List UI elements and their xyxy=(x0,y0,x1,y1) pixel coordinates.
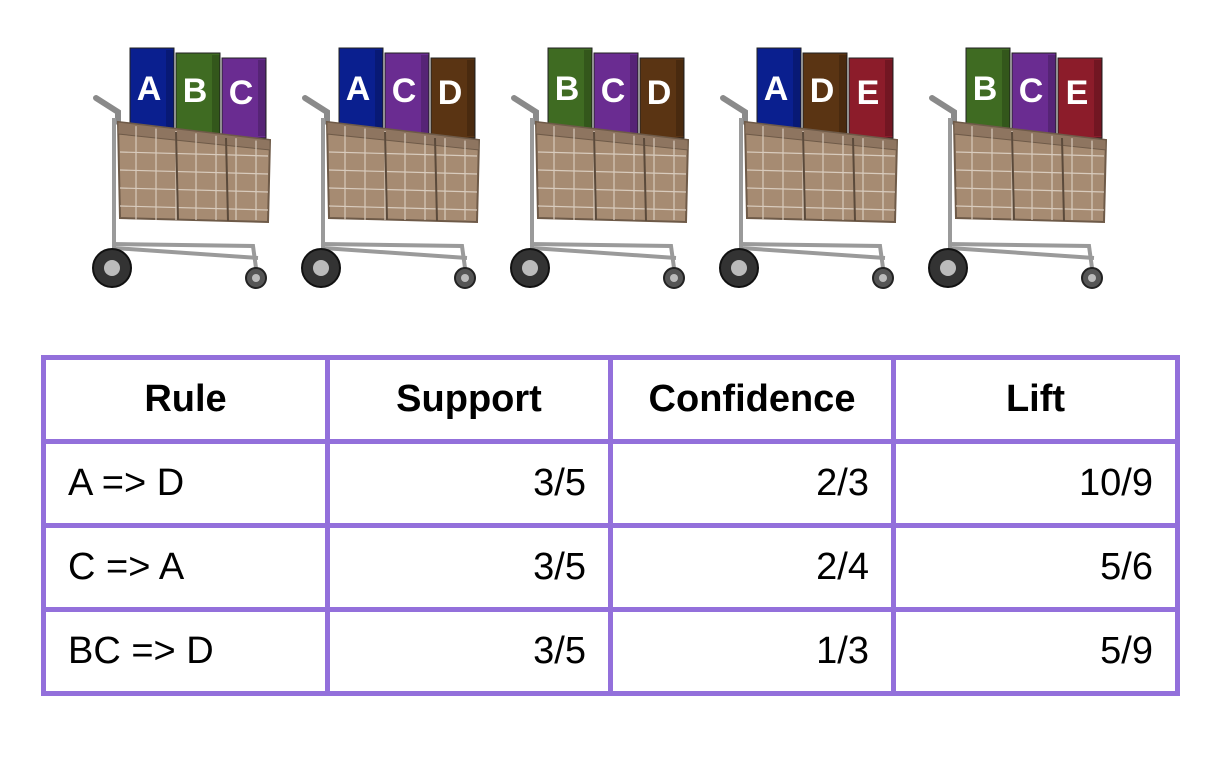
product-box-d: D xyxy=(802,52,848,139)
product-box-c: C xyxy=(384,52,430,139)
confidence-cell: 1/3 xyxy=(608,607,896,696)
cart-wheel xyxy=(719,248,759,288)
product-box-a: A xyxy=(338,47,384,139)
product-box-c: C xyxy=(593,52,639,139)
product-box-e: E xyxy=(848,57,894,139)
product-letter: B xyxy=(973,70,998,108)
product-letter: E xyxy=(1066,74,1089,112)
product-letter: D xyxy=(810,72,835,110)
header-support: Support xyxy=(325,355,613,444)
product-letter: D xyxy=(647,74,672,112)
lift-cell: 10/9 xyxy=(891,439,1180,528)
cart-wheel xyxy=(928,248,968,288)
product-letter: D xyxy=(438,74,463,112)
product-letter: C xyxy=(392,72,417,110)
confidence-cell: 2/4 xyxy=(608,523,896,612)
product-box-c: C xyxy=(1011,52,1057,139)
product-letter: C xyxy=(229,74,254,112)
lift-cell: 5/9 xyxy=(891,607,1180,696)
product-box-d: D xyxy=(639,57,685,139)
rule-cell: BC => D xyxy=(41,607,330,696)
cart-basket xyxy=(116,120,272,224)
header-rule: Rule xyxy=(41,355,330,444)
rule-cell: C => A xyxy=(41,523,330,612)
cart-wheel xyxy=(454,267,476,289)
product-letter: A xyxy=(346,70,371,108)
product-letter: C xyxy=(601,72,626,110)
support-cell: 3/5 xyxy=(325,523,613,612)
product-box-c: C xyxy=(221,57,267,139)
support-cell: 3/5 xyxy=(325,607,613,696)
cart-wheel xyxy=(663,267,685,289)
cart-wheel xyxy=(92,248,132,288)
product-letter: B xyxy=(555,70,580,108)
product-letter: C xyxy=(1019,72,1044,110)
table-row: A => D 3/5 2/3 10/9 xyxy=(41,439,1180,528)
product-box-a: A xyxy=(756,47,802,139)
product-box-a: A xyxy=(129,47,175,139)
product-box-b: B xyxy=(175,52,221,139)
product-letter: B xyxy=(183,72,208,110)
header-confidence: Confidence xyxy=(608,355,896,444)
product-box-e: E xyxy=(1057,57,1103,139)
cart-wheel xyxy=(510,248,550,288)
product-letter: A xyxy=(137,70,162,108)
cart-wheel xyxy=(301,248,341,288)
cart-basket xyxy=(534,120,690,224)
cart-basket xyxy=(325,120,481,224)
table-header-row: Rule Support Confidence Lift xyxy=(41,355,1180,444)
header-lift: Lift xyxy=(891,355,1180,444)
support-cell: 3/5 xyxy=(325,439,613,528)
product-letter: E xyxy=(857,74,880,112)
table-row: C => A 3/5 2/4 5/6 xyxy=(41,523,1180,612)
association-rules-table: Rule Support Confidence Lift A => D 3/5 … xyxy=(41,355,1180,696)
product-letter: A xyxy=(764,70,789,108)
lift-cell: 5/6 xyxy=(891,523,1180,612)
product-box-b: B xyxy=(547,47,593,139)
cart-basket xyxy=(952,120,1108,224)
cart-basket xyxy=(743,120,899,224)
confidence-cell: 2/3 xyxy=(608,439,896,528)
cart-wheel xyxy=(872,267,894,289)
product-box-b: B xyxy=(965,47,1011,139)
product-box-d: D xyxy=(430,57,476,139)
cart-wheel xyxy=(1081,267,1103,289)
cart-wheel xyxy=(245,267,267,289)
table-row: BC => D 3/5 1/3 5/9 xyxy=(41,607,1180,696)
rule-cell: A => D xyxy=(41,439,330,528)
